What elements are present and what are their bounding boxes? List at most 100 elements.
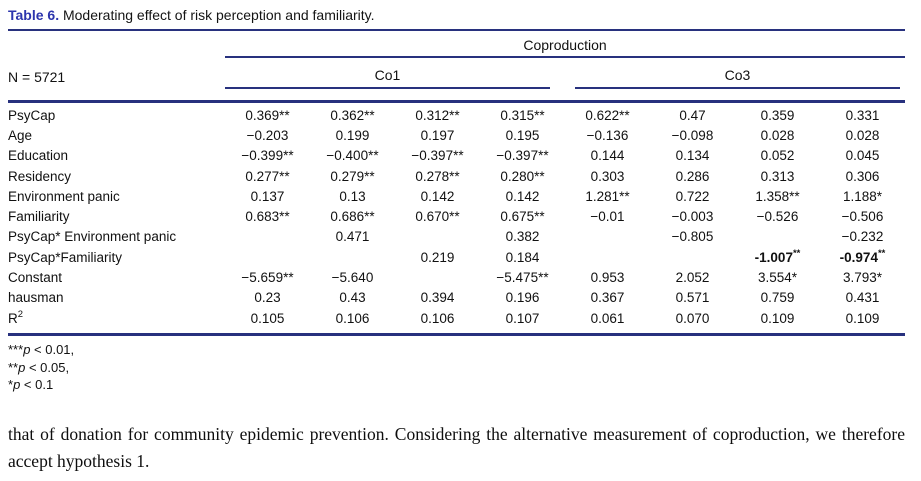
header-body-rule [8,100,905,103]
table-row: Education −0.399** −0.400** −0.397** −0.397*… [8,146,905,166]
table-cell: 0.23 [254,290,281,306]
table-cell: 1.358** [755,188,800,204]
table-cell: 0.362** [330,107,375,123]
footnote-stars: ** [8,359,19,375]
table-cell: 0.431 [845,290,880,306]
table-cell: 0.277** [245,168,290,184]
footnote-line: ***p < 0.01, [8,341,905,359]
footnote-condition: < 0.01, [30,342,75,358]
table-cell: 0.286 [675,168,710,184]
table-cell: −0.01 [590,209,625,225]
table-cell: 0.219 [420,249,455,265]
table-cell: 0.670** [415,209,460,225]
table-cell: 0.052 [760,148,795,164]
table-cell: −5.659** [241,270,294,286]
table-cell: 1.281** [585,188,630,204]
header-right: Coproduction Co1 Co3 [225,31,905,89]
caption-rule [8,29,905,31]
table-cell: 0.686** [330,209,375,225]
table-cell: -1.007** [754,247,801,266]
table-cell: 0.43 [339,290,366,306]
table-cell: 0.280** [500,168,545,184]
row-label: Age [8,127,33,143]
table-cell: 0.070 [675,310,710,326]
table-cell: 0.47 [679,107,706,123]
table-cell: -0.974** [839,247,886,266]
footnote-condition: < 0.05, [25,359,70,375]
table-cell: 0.315** [500,107,545,123]
table-cell: −0.397** [411,148,464,164]
row-label: Residency [8,168,72,184]
body-paragraph: that of donation for community epidemic … [8,423,905,471]
table-cell: −0.136 [586,127,629,143]
body-bottom-rule [8,333,905,337]
table-cell: 0.394 [420,290,455,306]
table-row: Environment panic 0.137 0.13 0.142 0.142 1.28… [8,186,905,206]
table-cell: 0.105 [250,310,285,326]
table-cell: 0.196 [505,290,540,306]
table-cell: −5.640 [331,270,374,286]
subgroup-row: Co1 Co3 [225,58,905,89]
table-cell: 0.953 [590,270,625,286]
table-caption-text: Moderating effect of risk perception and… [62,7,375,23]
table-cell: −0.203 [246,127,289,143]
table-cell: 0.303 [590,168,625,184]
table-cell: 0.106 [420,310,455,326]
table-header: N = 5721 Coproduction Co1 Co3 [8,31,905,89]
table-cell: 0.142 [420,188,455,204]
row-label: Education [8,148,69,164]
footnote-p: p [13,377,21,393]
table-cell: 2.052 [675,270,710,286]
table-row: R2 0.105 0.106 0.106 0.107 0.061 0.070 0.109 0.1… [8,308,905,328]
table-cell: −0.805 [671,229,714,245]
table-footnotes: ***p < 0.01, **p < 0.05, *p < 0.1 [8,341,905,394]
footnote-condition: < 0.1 [20,377,54,393]
table-row: PsyCap 0.369** 0.362** 0.312** 0.315** 0.622*… [8,105,905,125]
table-cell: 0.195 [505,127,540,143]
table-cell: 0.142 [505,188,540,204]
table-cell: 0.144 [590,148,625,164]
table-cell: −0.098 [671,127,714,143]
table-row: Age −0.203 0.199 0.197 0.195 −0.136 −0.098 0.02… [8,125,905,145]
table-cell: −0.232 [841,229,884,245]
footnote-p: p [23,342,31,358]
table-cell: 0.306 [845,168,880,184]
table-cell: 0.109 [760,310,795,326]
table-cell: 0.622** [585,107,630,123]
table-cell: 0.278** [415,168,460,184]
table-cell: 0.13 [339,188,366,204]
footnote-stars: *** [8,342,24,358]
table-cell: 0.675** [500,209,545,225]
table-cell: 0.109 [845,310,880,326]
row-label: R2 [8,308,23,327]
table-cell: 0.199 [335,127,370,143]
column-subgroup-co3: Co3 [575,58,900,89]
table-row: Constant −5.659** −5.640 −5.475** 0.953 2.052… [8,267,905,287]
table-cell: 0.759 [760,290,795,306]
row-label: Familiarity [8,209,70,225]
table-row: Familiarity 0.683** 0.686** 0.670** 0.675** −… [8,206,905,226]
table-row: Residency 0.277** 0.279** 0.278** 0.280** 0.3… [8,166,905,186]
table-cell: 0.331 [845,107,880,123]
table-cell: 0.137 [250,188,285,204]
table-cell: 0.279** [330,168,375,184]
row-label: PsyCap* Environment panic [8,229,177,245]
table-cell: 0.107 [505,310,540,326]
table-caption: Table 6. Moderating effect of risk perce… [8,6,905,24]
table-cell: 0.722 [675,188,710,204]
table-cell: 3.793* [842,270,883,286]
table-number-label: Table 6. [8,7,60,23]
table-cell: 0.382 [505,229,540,245]
footnote-stars: * [8,377,14,393]
table-cell: 0.683** [245,209,290,225]
table-cell: −0.397** [496,148,549,164]
table-cell: 0.312** [415,107,460,123]
table-cell: 0.471 [335,229,370,245]
table-cell: 0.367 [590,290,625,306]
table-cell: 0.028 [760,127,795,143]
table-cell: −0.506 [841,209,884,225]
column-subgroup-co1: Co1 [225,58,550,89]
table-cell: −0.526 [756,209,799,225]
table-cell: −5.475** [496,270,549,286]
